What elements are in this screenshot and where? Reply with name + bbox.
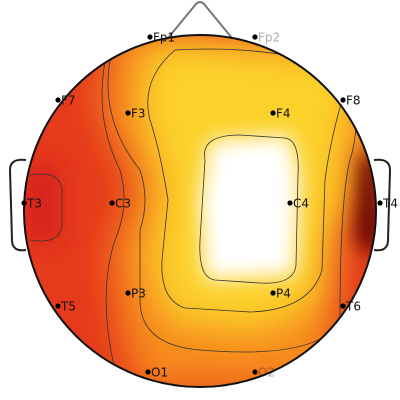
- electrode-label: Fp2: [258, 31, 280, 45]
- electrode-dot: [270, 110, 276, 116]
- electrode-dot: [109, 200, 115, 206]
- electrode-label: C4: [293, 197, 309, 211]
- electrode-label: O1: [151, 366, 168, 380]
- electrode-label: F7: [61, 94, 76, 108]
- electrode-label: T3: [26, 197, 42, 211]
- electrode-label: O2: [258, 366, 275, 380]
- electrode-dot: [340, 97, 346, 103]
- electrode-dot: [55, 303, 61, 309]
- electrode-dot: [252, 34, 258, 40]
- electrode-label: Fp1: [153, 31, 175, 45]
- left-ear: [8, 158, 27, 252]
- electrode-label: T4: [382, 197, 398, 211]
- electrode-dot: [55, 97, 61, 103]
- electrode-label: F8: [346, 94, 361, 108]
- electrode-dot: [270, 290, 276, 296]
- electrode-label: T5: [60, 300, 76, 314]
- electrode-label: C3: [115, 197, 131, 211]
- right-ear: [373, 158, 392, 252]
- electrode-dot: [145, 369, 151, 375]
- electrodes: Fp1 Fp2 F7 F3 F4 F8 T3 C3 C4 T4 T5 P3 P4 T6 O1 O2: [21, 31, 398, 380]
- electrode-label: P4: [276, 287, 291, 301]
- electrode-dot: [21, 200, 27, 206]
- electrode-dot: [377, 200, 383, 206]
- electrode-dot: [125, 110, 131, 116]
- electrode-label: F3: [131, 107, 146, 121]
- electrode-label: P3: [131, 287, 146, 301]
- electrode-dot: [340, 303, 346, 309]
- electrode-dot: [287, 200, 293, 206]
- electrode-dot: [125, 290, 131, 296]
- electrode-dot: [252, 369, 258, 375]
- nose: [167, 1, 233, 39]
- head-outline: [23, 34, 377, 388]
- electrode-label: T6: [345, 300, 361, 314]
- electrode-dot: [147, 34, 153, 40]
- electrode-label: F4: [276, 107, 291, 121]
